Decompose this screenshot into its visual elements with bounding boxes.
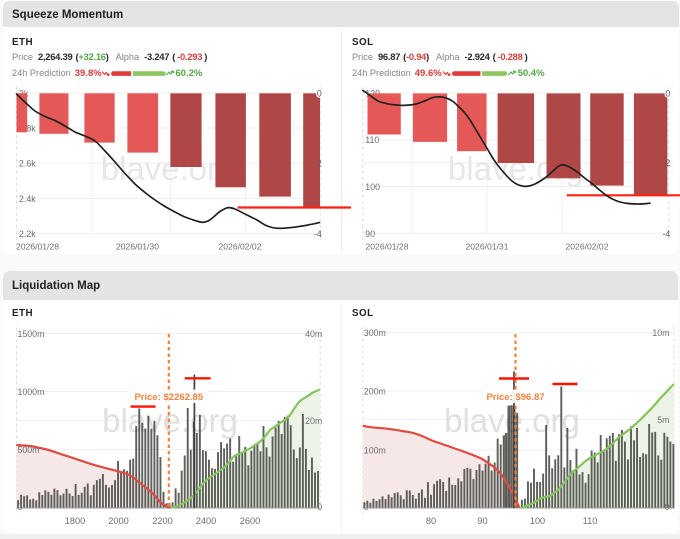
svg-text:2.8k: 2.8k: [19, 124, 36, 134]
svg-text:2.2k: 2.2k: [19, 229, 36, 239]
svg-text:2026/01/28: 2026/01/28: [365, 241, 408, 251]
svg-text:Price: $96.87: Price: $96.87: [486, 392, 544, 403]
svg-text:-4: -4: [314, 229, 322, 239]
svg-text:SOL: SOL: [352, 37, 374, 48]
svg-text:blave.org: blave.org: [102, 402, 238, 439]
svg-text:2600: 2600: [240, 516, 260, 526]
svg-text:100: 100: [530, 516, 545, 526]
svg-text:110: 110: [583, 516, 598, 526]
svg-text:50.4%: 50.4%: [518, 68, 545, 79]
svg-text:2026/02/02: 2026/02/02: [218, 241, 261, 251]
svg-text:2026/01/30: 2026/01/30: [116, 241, 159, 251]
svg-text:500m: 500m: [18, 445, 40, 455]
svg-text:2000: 2000: [108, 516, 128, 526]
svg-text:0: 0: [317, 502, 322, 512]
svg-text:2026/01/31: 2026/01/31: [465, 241, 508, 251]
svg-text:0: 0: [364, 502, 369, 512]
svg-text:100m: 100m: [364, 446, 386, 456]
svg-text:2.6k: 2.6k: [19, 159, 36, 169]
svg-text:Squeeze Momentum: Squeeze Momentum: [12, 9, 123, 21]
svg-text:ETH: ETH: [12, 308, 33, 319]
svg-text:90: 90: [477, 516, 487, 526]
svg-text:2: 2: [317, 159, 322, 169]
svg-text:0: 0: [665, 88, 670, 98]
svg-text:5m: 5m: [657, 415, 669, 425]
svg-text:2026/02/02: 2026/02/02: [565, 241, 608, 251]
svg-text:300m: 300m: [364, 328, 386, 338]
svg-text:110: 110: [365, 135, 379, 145]
svg-text:40m: 40m: [305, 329, 322, 339]
svg-text:-4: -4: [662, 229, 670, 239]
svg-text:60.2%: 60.2%: [175, 68, 202, 79]
svg-text:1000m: 1000m: [18, 387, 45, 397]
svg-text:100: 100: [365, 182, 380, 192]
svg-text:1500m: 1500m: [18, 329, 45, 339]
svg-text:2: 2: [665, 158, 670, 168]
svg-text:SOL: SOL: [352, 308, 374, 319]
svg-text:10m: 10m: [652, 328, 669, 338]
svg-text:2026/01/28: 2026/01/28: [16, 241, 59, 251]
svg-text:ETH: ETH: [12, 37, 33, 48]
svg-text:0: 0: [18, 502, 23, 512]
svg-text:2200: 2200: [152, 516, 172, 526]
svg-text:20m: 20m: [305, 416, 322, 426]
svg-text:blave.org: blave.org: [101, 150, 237, 187]
svg-text:2.4k: 2.4k: [19, 194, 36, 204]
svg-text:Price: $2262.85: Price: $2262.85: [134, 392, 203, 403]
svg-text:0: 0: [665, 502, 670, 512]
svg-text:0: 0: [317, 88, 322, 98]
svg-text:200m: 200m: [364, 387, 386, 397]
svg-text:Liquidation Map: Liquidation Map: [12, 280, 100, 292]
svg-text:2400: 2400: [196, 516, 216, 526]
svg-text:90: 90: [365, 229, 375, 239]
svg-text:80: 80: [426, 516, 436, 526]
svg-text:1800: 1800: [65, 516, 85, 526]
